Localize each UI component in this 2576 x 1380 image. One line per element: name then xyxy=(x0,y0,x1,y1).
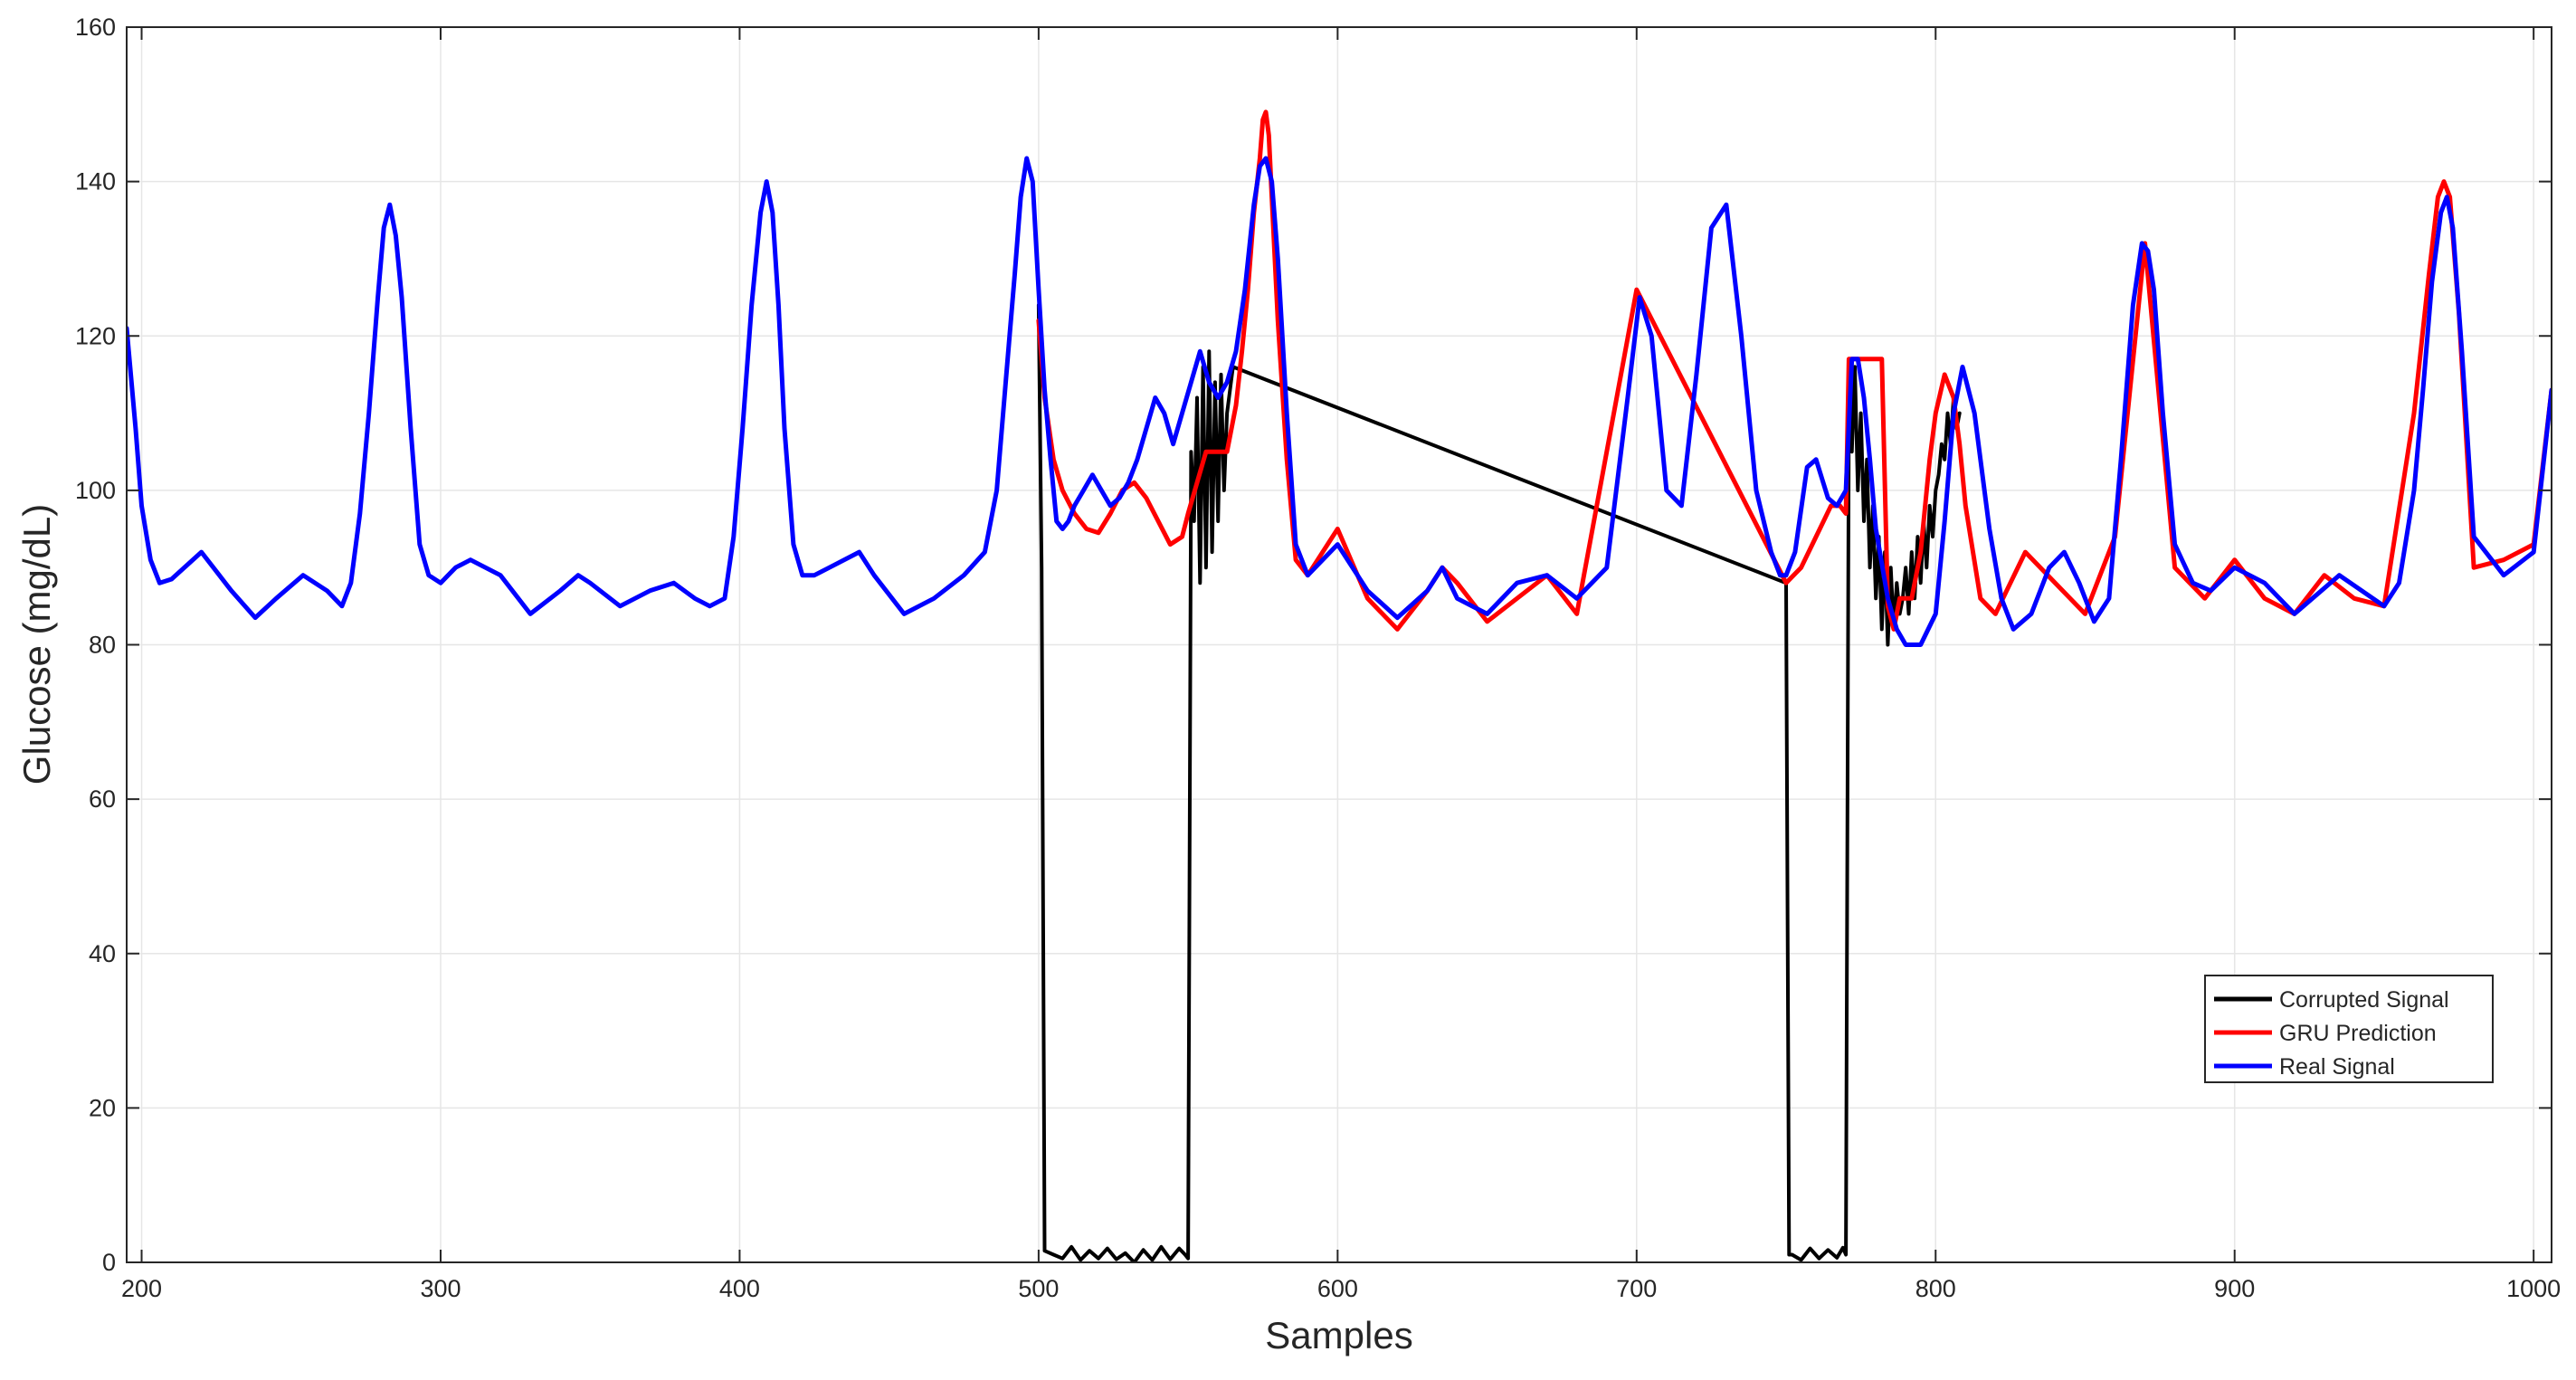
y-tick-label: 0 xyxy=(102,1249,116,1276)
y-tick-label: 80 xyxy=(89,632,116,659)
y-tick-label: 120 xyxy=(75,322,116,349)
y-tick-label: 100 xyxy=(75,477,116,504)
x-tick-label: 300 xyxy=(420,1275,461,1302)
legend-label-corrupted-signal: Corrupted Signal xyxy=(2279,987,2449,1013)
series-layer xyxy=(127,109,2552,1262)
y-axis-label: Glucose (mg/dL) xyxy=(15,504,58,785)
y-tick-label: 140 xyxy=(75,168,116,195)
plot-layer xyxy=(127,109,2552,1262)
x-axis-label: Samples xyxy=(1265,1314,1412,1356)
x-tick-label: 900 xyxy=(2214,1275,2255,1302)
series-line-corrupted-signal xyxy=(1036,303,1962,1262)
x-tick-label: 400 xyxy=(719,1275,760,1302)
legend-label-real-signal: Real Signal xyxy=(2279,1054,2395,1080)
x-tick-label: 1000 xyxy=(2506,1275,2561,1302)
legend: Corrupted Signal GRU Prediction Real Signa… xyxy=(2204,975,2494,1083)
x-tick-label: 600 xyxy=(1317,1275,1358,1302)
grid-layer xyxy=(127,26,2552,1263)
series-line-real-signal xyxy=(127,156,2552,647)
legend-items: Corrupted Signal GRU Prediction Real Signa… xyxy=(2214,987,2449,1080)
legend-label-gru-prediction: GRU Prediction xyxy=(2279,1021,2437,1046)
y-tick-label: 160 xyxy=(75,14,116,41)
y-tick-label: 20 xyxy=(89,1094,116,1121)
x-tick-label: 700 xyxy=(1616,1275,1657,1302)
tick-layer: 200 300 400 500 600 700 800 900 1000 0 20 40 60 80 100… xyxy=(75,14,2561,1302)
y-tick-label: 60 xyxy=(89,785,116,813)
x-tick-label: 800 xyxy=(1915,1275,1956,1302)
x-tick-label: 200 xyxy=(121,1275,162,1302)
y-tick-label: 40 xyxy=(89,940,116,967)
x-tick-label: 500 xyxy=(1018,1275,1059,1302)
